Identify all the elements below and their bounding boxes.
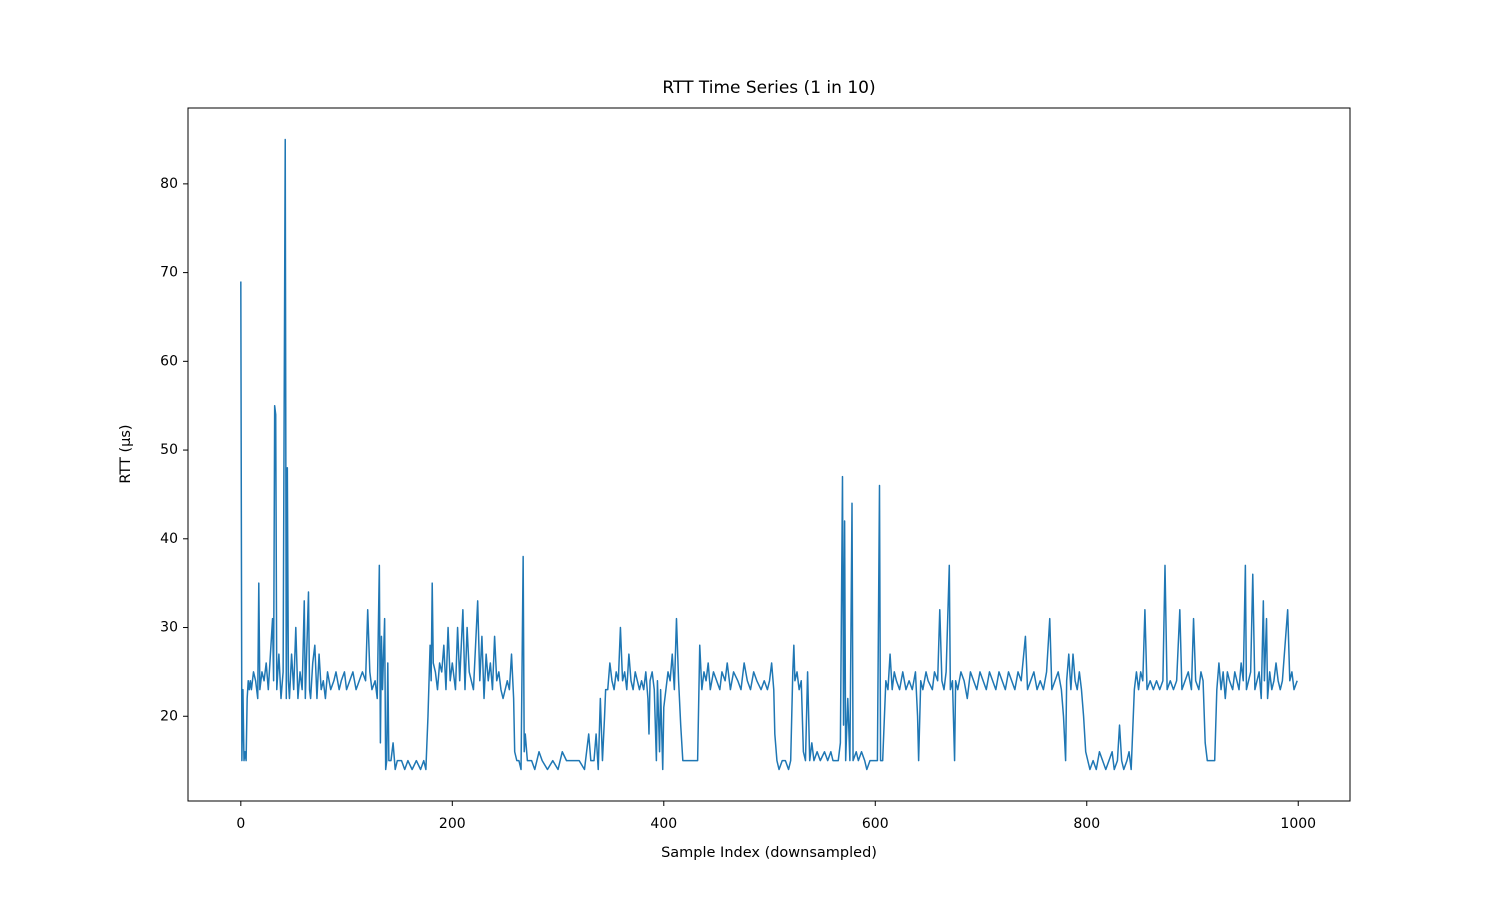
y-tick-label: 40 [160, 531, 178, 547]
y-axis-label: RTT (µs) [118, 424, 134, 483]
x-tick-label: 1000 [1280, 816, 1316, 832]
y-tick-label: 30 [160, 620, 178, 636]
x-tick-label: 800 [1073, 816, 1100, 832]
y-tick-label: 50 [160, 442, 178, 458]
x-tick-label: 0 [236, 816, 245, 832]
x-axis-label: Sample Index (downsampled) [661, 845, 877, 861]
y-tick-label: 70 [160, 265, 178, 281]
x-tick-label: 200 [439, 816, 466, 832]
x-tick-label: 400 [650, 816, 677, 832]
y-tick-label: 20 [160, 708, 178, 724]
y-tick-label: 60 [160, 353, 178, 369]
chart-title: RTT Time Series (1 in 10) [662, 78, 875, 98]
x-tick-label: 600 [862, 816, 889, 832]
data-line [240, 138, 1298, 771]
y-tick-label: 80 [160, 176, 178, 192]
plot-frame [187, 107, 1351, 802]
